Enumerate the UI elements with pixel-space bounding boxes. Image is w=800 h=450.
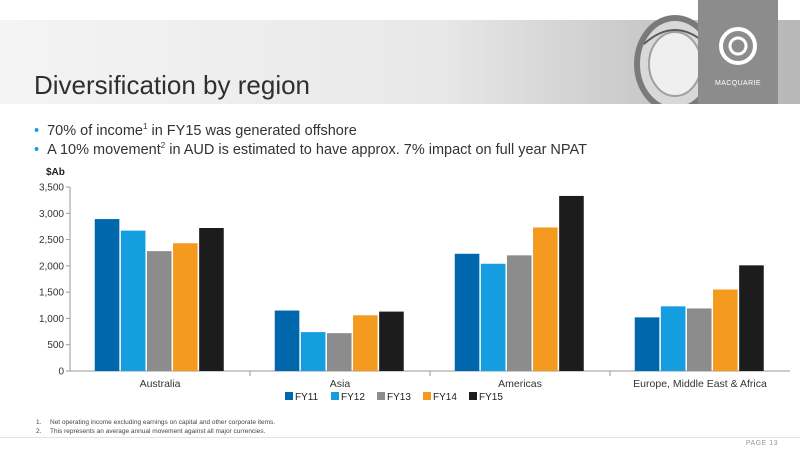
x-tick-label: Australia xyxy=(140,378,181,390)
y-tick-label: 3,500 xyxy=(39,183,64,194)
bullet-item: • 70% of income1 in FY15 was generated of… xyxy=(34,117,587,139)
bar-fy15-asia xyxy=(379,311,404,371)
bullet-dot-icon: • xyxy=(34,141,40,158)
y-tick-label: 1,000 xyxy=(39,314,64,325)
footnote-number: 1. xyxy=(36,419,42,426)
legend-swatch xyxy=(285,392,293,400)
page-title: Diversification by region xyxy=(34,70,311,100)
footnote: 2. This represents an average annual move… xyxy=(36,427,275,436)
logo-text: MACQUARIE xyxy=(715,80,761,87)
bullet-text: in FY15 was generated offshore xyxy=(147,122,357,139)
bar-fy13-australia xyxy=(146,251,172,371)
bullet-text: A 10% movement xyxy=(47,141,161,158)
bar-fy13-americas xyxy=(506,255,532,371)
legend-label: FY12 xyxy=(341,392,365,403)
bar-fy12-europe-middle-east-africa xyxy=(660,306,686,371)
y-tick-label: 2,000 xyxy=(39,261,64,272)
y-tick-label: 500 xyxy=(47,340,64,351)
bar-fy13-asia xyxy=(326,333,352,371)
bullet-dot-icon: • xyxy=(34,122,40,139)
bar-fy13-europe-middle-east-africa xyxy=(686,308,712,371)
legend-label: FY13 xyxy=(387,392,411,403)
bar-fy14-europe-middle-east-africa xyxy=(713,289,738,371)
bar-fy15-americas xyxy=(559,195,584,371)
bar-fy14-americas xyxy=(533,227,558,371)
footnotes: 1. Net operating income excluding earning… xyxy=(36,418,275,436)
page-number: PAGE 13 xyxy=(745,440,778,447)
bullet-text: 70% of income xyxy=(47,122,143,139)
bar-fy15-australia xyxy=(199,228,224,371)
legend-swatch xyxy=(423,392,431,400)
x-tick-label: Asia xyxy=(330,378,351,390)
bullet-list: • 70% of income1 in FY15 was generated of… xyxy=(34,117,587,158)
macquarie-logo: MACQUARIE xyxy=(698,0,778,104)
footnote-ref: 1 xyxy=(143,122,148,131)
legend-label: FY14 xyxy=(433,392,457,403)
legend-swatch xyxy=(377,392,385,400)
x-tick-label: Europe, Middle East & Africa xyxy=(633,378,767,390)
y-axis-label: $Ab xyxy=(46,167,65,178)
region-bar-chart: 0 500 1,000 1,500 2,000 2,500 3,000 3,500 $Ab Aus… xyxy=(39,167,790,403)
footnote-text: This represents an average annual moveme… xyxy=(50,428,266,435)
y-tick-label: 1,500 xyxy=(39,288,64,299)
bar-fy12-asia xyxy=(300,332,326,371)
bullet-item: • A 10% movement2 in AUD is estimated to … xyxy=(34,136,587,158)
bar-fy12-americas xyxy=(480,263,506,371)
legend-swatch xyxy=(331,392,339,400)
holey-dollar-icon xyxy=(719,27,757,65)
footnote: 1. Net operating income excluding earning… xyxy=(36,418,275,427)
x-tick-label: Americas xyxy=(498,378,542,390)
y-tick-label: 2,500 xyxy=(39,235,64,246)
bar-fy11-americas xyxy=(454,253,480,371)
bar-fy14-asia xyxy=(353,315,378,371)
y-tick-label: 0 xyxy=(58,367,64,378)
legend-label: FY15 xyxy=(479,392,503,403)
footer-divider xyxy=(0,437,800,438)
bar-fy11-europe-middle-east-africa xyxy=(634,317,660,371)
legend-label: FY11 xyxy=(295,392,319,403)
bar-fy14-australia xyxy=(173,243,198,371)
bar-fy11-asia xyxy=(274,310,300,371)
bar-fy12-australia xyxy=(120,230,146,371)
footnote-ref: 2 xyxy=(160,141,166,150)
footnote-number: 2. xyxy=(36,428,42,435)
bar-fy11-australia xyxy=(94,219,120,371)
footnote-text: Net operating income excluding earnings … xyxy=(50,419,276,426)
y-tick-label: 3,000 xyxy=(39,209,64,220)
bar-fy15-europe-middle-east-africa xyxy=(739,265,764,371)
bullet-text: in AUD is estimated to have approx. 7% i… xyxy=(165,141,587,158)
legend-swatch xyxy=(469,392,477,400)
